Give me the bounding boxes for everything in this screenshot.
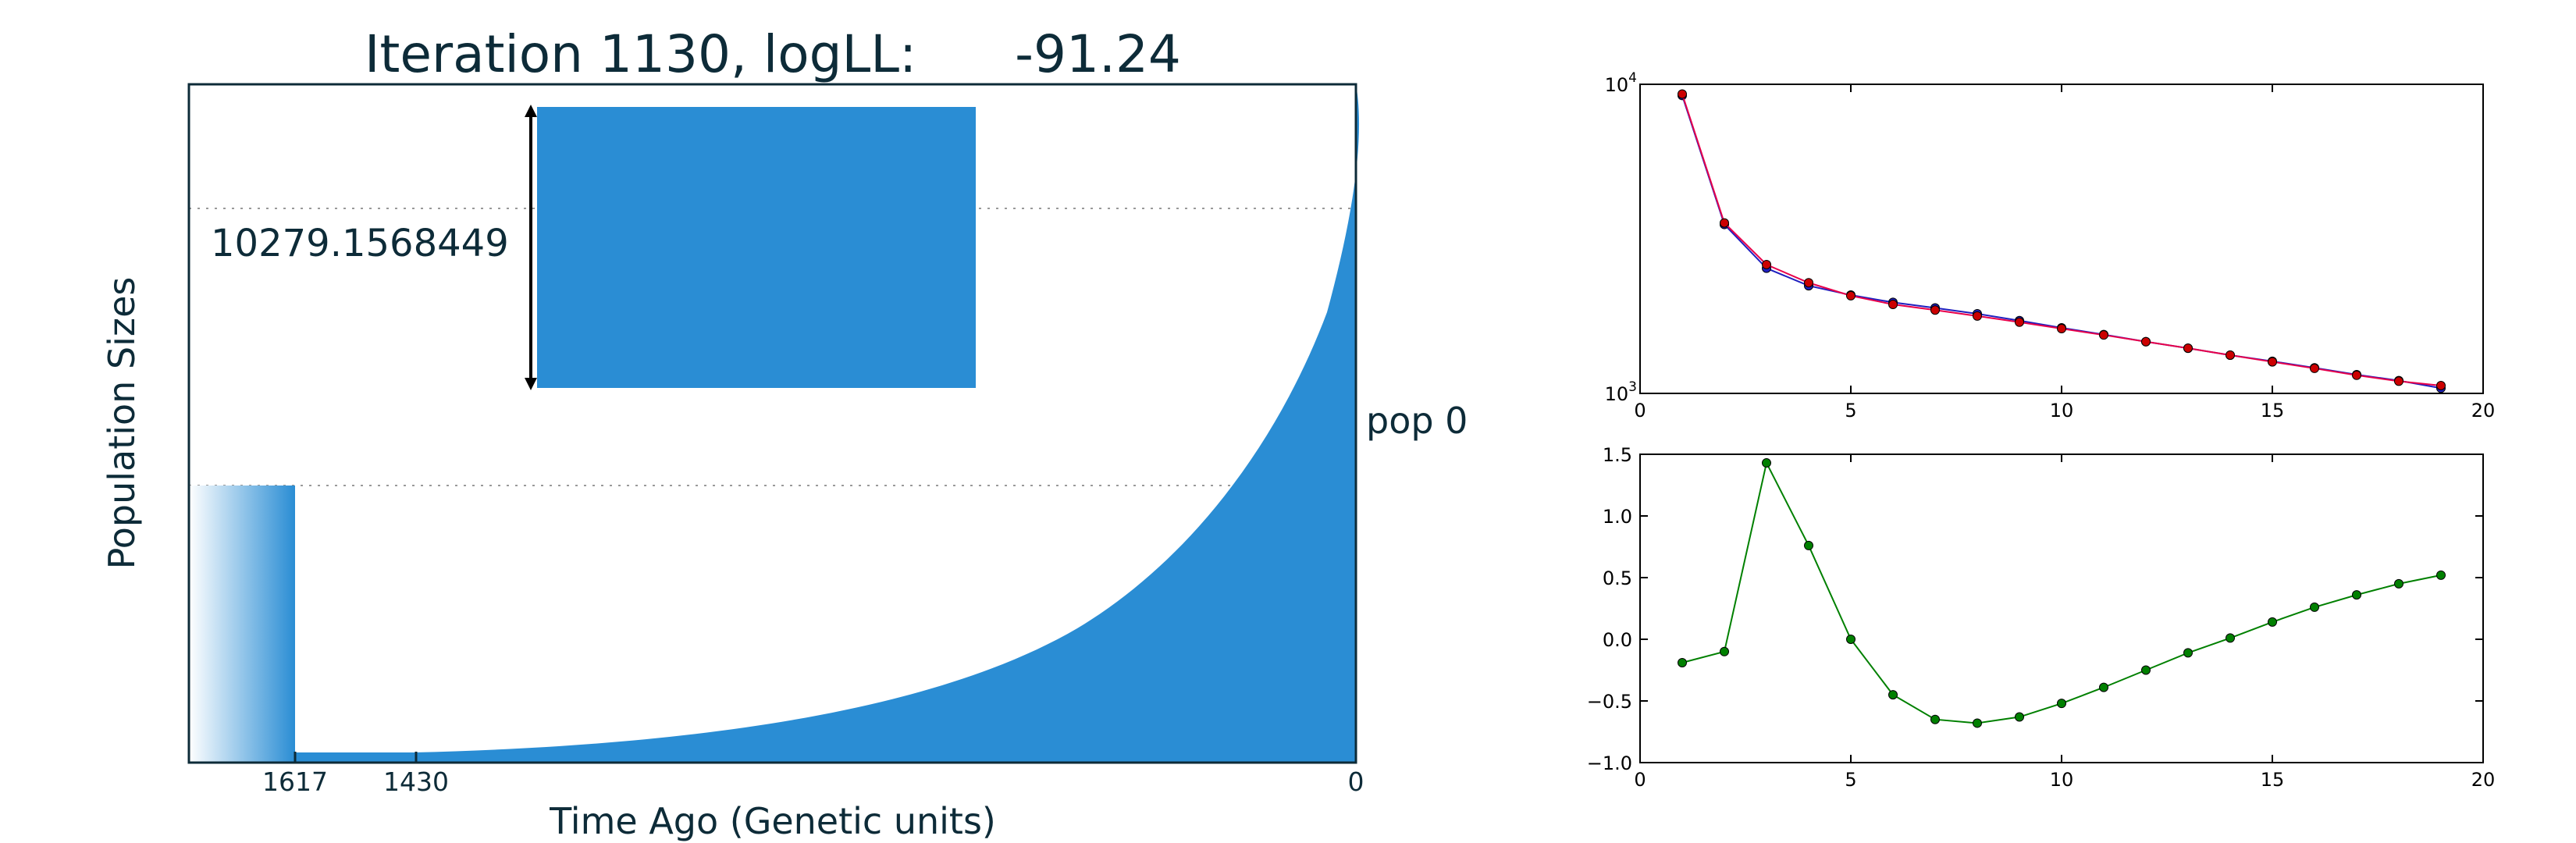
data-point-green xyxy=(1762,458,1771,468)
data-point-red xyxy=(2226,350,2235,360)
data-point-green xyxy=(1846,635,1856,644)
data-point-red xyxy=(2394,376,2403,386)
y-tick-label: 0.5 xyxy=(1603,567,1632,589)
data-point-green xyxy=(2015,712,2024,722)
data-point-red xyxy=(2310,363,2319,373)
population-label: pop 0 xyxy=(1366,400,1468,442)
data-point-red xyxy=(2183,343,2193,354)
scale-bar-label: 10279.1568449 xyxy=(211,222,509,265)
data-point-red xyxy=(1762,260,1771,270)
data-point-red xyxy=(2057,324,2066,334)
data-point-red xyxy=(2099,330,2108,340)
bottom-right-plot: 0 5 10 15 20 1.5 1.0 0.5 0.0 −0.5 −1.0 xyxy=(1587,444,2496,791)
data-point-red xyxy=(1804,278,1813,288)
x-tick-label: 20 xyxy=(2471,400,2496,422)
data-point-red xyxy=(1888,300,1898,310)
y-tick-label: 103 xyxy=(1605,379,1637,405)
data-point-green xyxy=(1720,646,1729,656)
x-tick-label: 0 xyxy=(1348,767,1364,797)
y-tick-label: −0.5 xyxy=(1587,691,1632,713)
y-tick-label: 1.0 xyxy=(1603,506,1632,528)
data-point-green xyxy=(2310,602,2319,612)
bottom-plot-frame xyxy=(1639,454,2484,763)
data-point-green xyxy=(2099,682,2108,692)
data-point-green xyxy=(2183,648,2193,658)
data-point-green xyxy=(2394,578,2403,589)
pop-0-shape xyxy=(295,84,1360,763)
x-tick-label: 15 xyxy=(2261,769,2285,791)
data-point-green xyxy=(2226,633,2235,643)
x-axis-label: Time Ago (Genetic units) xyxy=(549,800,996,842)
x-tick-label: 5 xyxy=(1845,769,1856,791)
data-point-red xyxy=(1973,311,1982,321)
y-axis-label: Population Sizes xyxy=(101,277,143,570)
x-tick-label: 1430 xyxy=(383,767,449,797)
plot-frame xyxy=(187,83,1357,764)
y-tick-label: 0.0 xyxy=(1603,629,1632,651)
data-point-green xyxy=(1804,540,1813,550)
scale-bar-box xyxy=(537,107,976,388)
data-point-green xyxy=(1888,690,1898,700)
data-point-red xyxy=(1930,305,1940,315)
data-point-green xyxy=(2352,590,2361,600)
x-tick-label: 10 xyxy=(2050,769,2074,791)
data-point-red xyxy=(1846,290,1856,301)
chart-title: Iteration 1130, logLL: -91.24 xyxy=(365,24,1181,84)
y-tick-label: 1.5 xyxy=(1603,444,1632,466)
top-right-plot: 0 5 10 15 20 104 103 xyxy=(1605,70,2496,422)
series-line-red xyxy=(1681,94,2442,386)
x-tick-label: 0 xyxy=(1634,769,1646,791)
data-point-red xyxy=(2141,336,2151,347)
series-line-green xyxy=(1681,461,2442,724)
data-point-green xyxy=(1930,714,1940,724)
series-line-blue xyxy=(1681,95,2442,389)
data-point-red xyxy=(2436,380,2446,390)
y-tick-label: 104 xyxy=(1605,70,1637,96)
data-point-red xyxy=(1678,89,1687,99)
data-point-green xyxy=(2057,699,2066,709)
x-tick-label: 20 xyxy=(2471,769,2496,791)
data-point-red xyxy=(2015,317,2024,327)
data-point-red xyxy=(2352,370,2361,380)
x-tick-label: 15 xyxy=(2261,400,2285,422)
y-tick-label: −1.0 xyxy=(1587,752,1632,774)
data-point-red xyxy=(1720,218,1729,228)
scale-bar-arrow xyxy=(525,105,537,390)
ancestral-population-fade xyxy=(189,486,295,763)
data-point-green xyxy=(1678,658,1687,668)
x-tick-label: 1617 xyxy=(262,767,328,797)
data-point-green xyxy=(1973,718,1982,728)
data-point-green xyxy=(2141,665,2151,675)
data-point-red xyxy=(2268,357,2277,367)
data-point-green xyxy=(2268,617,2277,627)
x-tick-label: 10 xyxy=(2050,400,2074,422)
top-plot-frame xyxy=(1639,84,2484,394)
demography-chart: Iteration 1130, logLL: -91.24 10279.1568… xyxy=(101,24,1468,842)
x-tick-label: 0 xyxy=(1634,400,1646,422)
x-tick-label: 5 xyxy=(1845,400,1856,422)
data-point-green xyxy=(2436,570,2446,580)
